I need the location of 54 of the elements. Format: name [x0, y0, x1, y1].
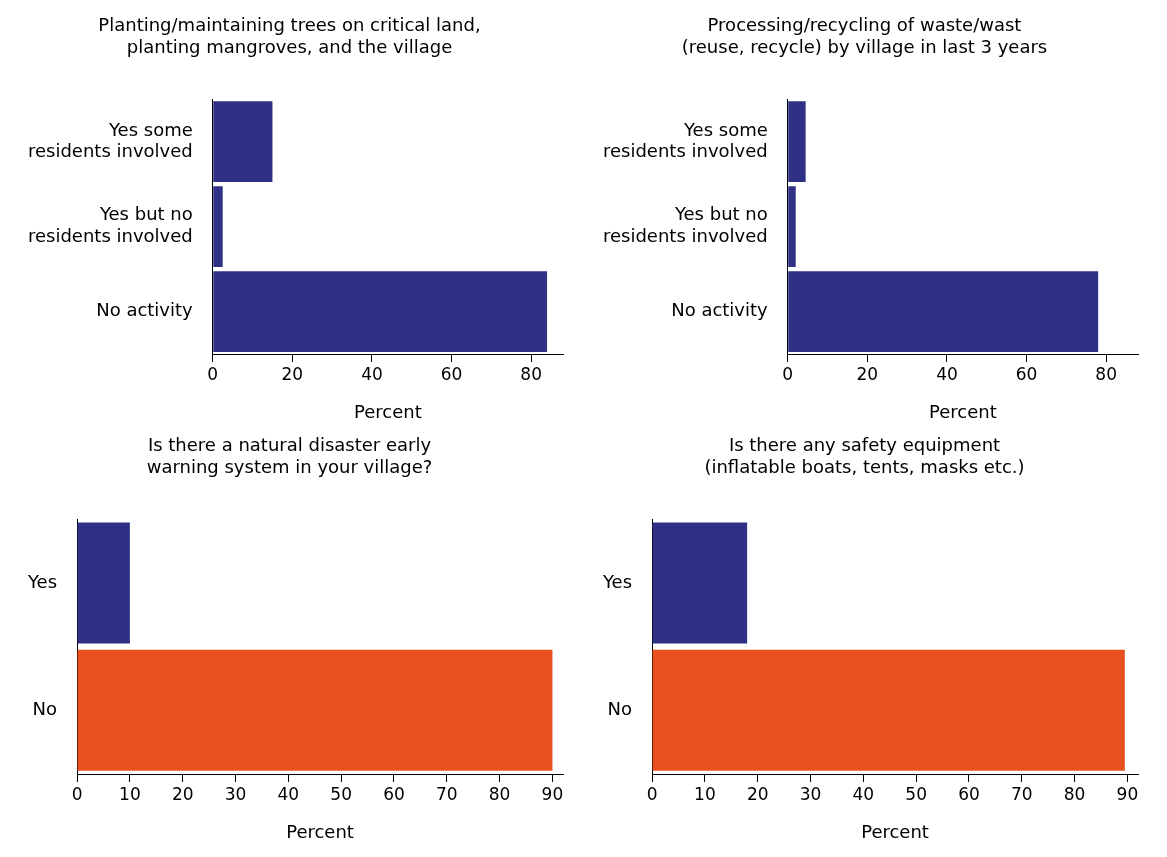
x-tick-label: 80 [1095, 363, 1117, 384]
bar [213, 186, 223, 267]
x-tick-label: 70 [1010, 783, 1033, 804]
chart-title: Is there any safety equipment (inflatable boats, tents, masks etc.) [704, 434, 1025, 478]
x-tick-label: 20 [281, 363, 304, 384]
x-tick-label: 20 [171, 783, 194, 804]
x-tick-label: 30 [224, 783, 247, 804]
x-tick-label: 20 [746, 783, 769, 804]
x-tick-label: 40 [361, 363, 383, 384]
y-tick-label: No activity [96, 299, 194, 321]
x-axis-title: Percent [929, 400, 997, 422]
y-tick-label: Yes but no residents involved [27, 203, 193, 247]
x-tick-label: 0 [782, 363, 794, 384]
x-tick-label: 0 [71, 783, 83, 804]
x-tick-label: 60 [958, 783, 980, 804]
y-tick-label: No activity [671, 299, 769, 321]
x-tick-label: 10 [119, 783, 141, 804]
x-tick-label: 10 [694, 783, 716, 804]
x-tick-label: 40 [936, 363, 958, 384]
bar [213, 271, 548, 352]
x-tick-label: 0 [207, 363, 219, 384]
x-tick-label: 80 [1063, 783, 1086, 804]
x-tick-label: 20 [856, 363, 879, 384]
bar [788, 101, 806, 183]
x-tick-label: 60 [383, 783, 405, 804]
y-tick-label: Yes [601, 570, 633, 592]
y-tick-label: Yes some residents involved [602, 118, 768, 162]
x-tick-label: 40 [852, 783, 875, 804]
bar [213, 101, 273, 183]
x-tick-label: 60 [1015, 363, 1038, 384]
bar [788, 186, 796, 267]
y-tick-label: Yes [26, 570, 58, 592]
x-tick-label: 80 [520, 363, 542, 384]
x-axis-title: Percent [286, 820, 354, 842]
y-tick-label: No [607, 697, 633, 719]
x-tick-label: 40 [277, 783, 300, 804]
chart-title: Planting/maintaining trees on critical land, planting mangroves, and the village [98, 14, 481, 58]
y-tick-label: Yes some residents involved [27, 118, 193, 162]
x-tick-label: 90 [541, 783, 564, 804]
x-tick-label: 90 [1116, 783, 1139, 804]
x-tick-label: 0 [646, 783, 658, 804]
y-tick-label: No [32, 697, 58, 719]
x-tick-label: 80 [488, 783, 511, 804]
bar [788, 271, 1099, 352]
x-tick-label: 30 [799, 783, 822, 804]
chart-title: Is there a natural disaster early warning system in your village? [146, 434, 433, 478]
chart-title: Processing/recycling of waste/wast (reuse, recycle) by village in last 3 years [681, 14, 1048, 58]
y-tick-label: Yes but no residents involved [602, 203, 768, 247]
x-tick-label: 70 [435, 783, 458, 804]
x-tick-label: 50 [330, 783, 352, 804]
x-tick-label: 60 [440, 363, 463, 384]
x-axis-title: Percent [354, 400, 422, 422]
x-axis-title: Percent [861, 820, 929, 842]
x-tick-label: 50 [905, 783, 927, 804]
